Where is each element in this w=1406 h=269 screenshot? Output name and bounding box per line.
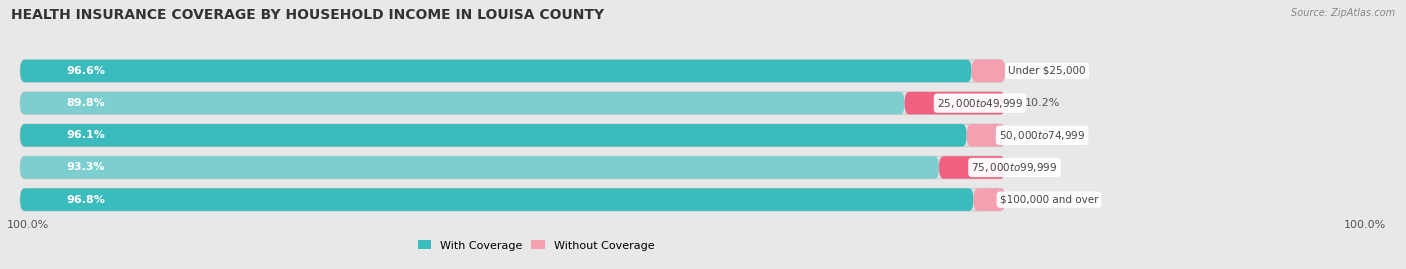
Legend: With Coverage, Without Coverage: With Coverage, Without Coverage: [416, 238, 657, 253]
Text: 6.7%: 6.7%: [1025, 162, 1053, 172]
Text: 100.0%: 100.0%: [7, 220, 49, 230]
FancyBboxPatch shape: [20, 156, 1005, 179]
Text: $25,000 to $49,999: $25,000 to $49,999: [936, 97, 1024, 110]
FancyBboxPatch shape: [973, 188, 1005, 211]
Text: 96.1%: 96.1%: [66, 130, 105, 140]
FancyBboxPatch shape: [966, 124, 1005, 147]
Text: Under $25,000: Under $25,000: [1008, 66, 1085, 76]
Text: 3.9%: 3.9%: [1025, 130, 1053, 140]
Text: 3.2%: 3.2%: [1025, 195, 1053, 205]
Text: 10.2%: 10.2%: [1025, 98, 1060, 108]
FancyBboxPatch shape: [939, 156, 1005, 179]
FancyBboxPatch shape: [972, 60, 1005, 82]
Text: 96.6%: 96.6%: [66, 66, 105, 76]
Text: 3.4%: 3.4%: [1025, 66, 1053, 76]
Text: $100,000 and over: $100,000 and over: [1000, 195, 1098, 205]
Text: 100.0%: 100.0%: [1344, 220, 1386, 230]
FancyBboxPatch shape: [20, 92, 1005, 114]
Text: $75,000 to $99,999: $75,000 to $99,999: [972, 161, 1057, 174]
FancyBboxPatch shape: [20, 188, 1005, 211]
FancyBboxPatch shape: [20, 188, 973, 211]
Text: 93.3%: 93.3%: [66, 162, 104, 172]
Text: HEALTH INSURANCE COVERAGE BY HOUSEHOLD INCOME IN LOUISA COUNTY: HEALTH INSURANCE COVERAGE BY HOUSEHOLD I…: [11, 8, 605, 22]
Text: Source: ZipAtlas.com: Source: ZipAtlas.com: [1291, 8, 1395, 18]
FancyBboxPatch shape: [20, 156, 939, 179]
FancyBboxPatch shape: [20, 92, 904, 114]
FancyBboxPatch shape: [20, 60, 1005, 82]
FancyBboxPatch shape: [904, 92, 1005, 114]
FancyBboxPatch shape: [20, 124, 1005, 147]
FancyBboxPatch shape: [20, 60, 972, 82]
FancyBboxPatch shape: [20, 124, 966, 147]
Text: 96.8%: 96.8%: [66, 195, 105, 205]
Text: 89.8%: 89.8%: [66, 98, 105, 108]
Text: $50,000 to $74,999: $50,000 to $74,999: [1000, 129, 1085, 142]
